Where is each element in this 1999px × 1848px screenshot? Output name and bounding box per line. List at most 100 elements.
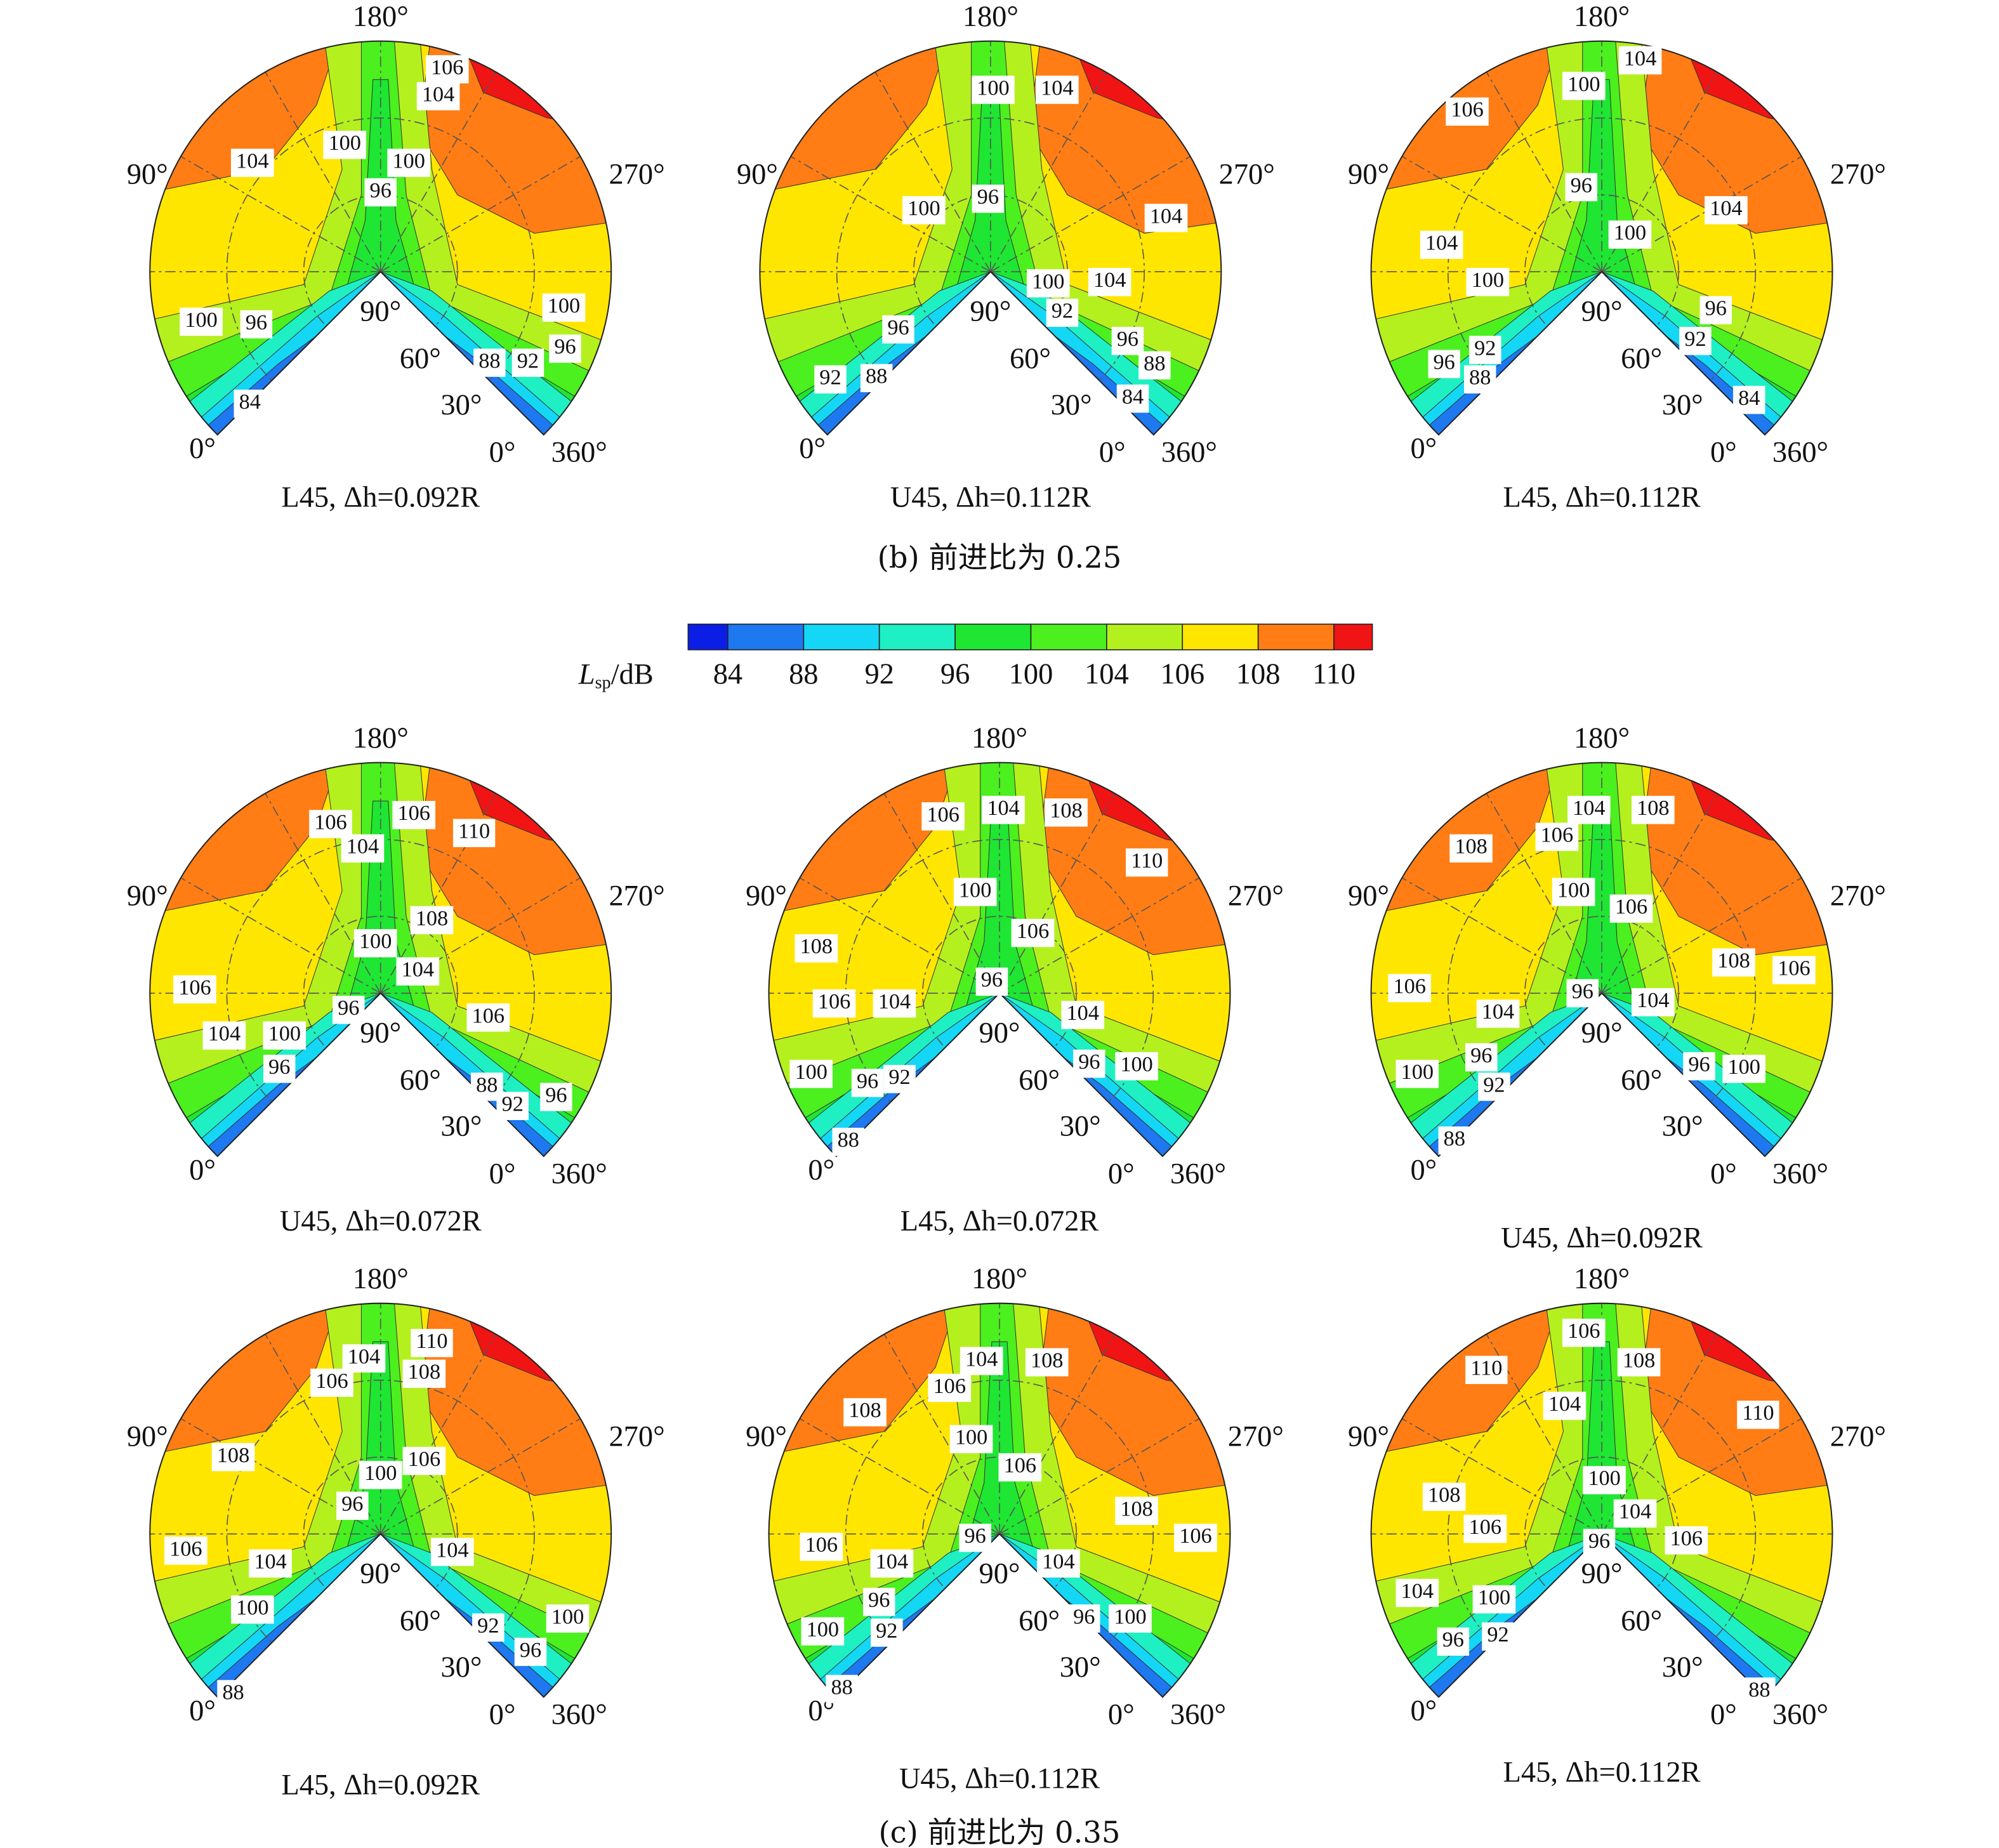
contour-label: 100 [1557, 878, 1590, 902]
grid-line [1601, 1333, 1718, 1534]
angle-label: 270° [1830, 880, 1886, 912]
contour-label: 96 [1442, 1628, 1464, 1652]
contour-label: 100 [328, 131, 360, 155]
contour-label-box [953, 878, 997, 906]
grid-line [180, 877, 381, 994]
contour-label: 100 [268, 1022, 301, 1046]
contour-label-box [851, 1069, 884, 1097]
contour-label-box [1535, 822, 1579, 851]
grid-line [1601, 877, 1802, 994]
contour-label-box [1115, 1496, 1158, 1526]
contour-label: 88 [1748, 1677, 1770, 1701]
contour-label-box [230, 148, 274, 177]
grid-line [799, 877, 1000, 994]
contour-label-box [1068, 1604, 1100, 1633]
grid-line [883, 793, 1000, 994]
contour-label-box [1705, 196, 1748, 225]
contour-label-box [1463, 365, 1496, 394]
contour-label: 92 [1052, 299, 1073, 323]
contour-label-box [249, 1549, 292, 1578]
plot-outline [1370, 762, 1833, 1158]
contour-label-box [546, 1604, 590, 1633]
contour-label-box [234, 389, 266, 418]
contour-label-box [1465, 1043, 1498, 1072]
contour-label-box [323, 131, 366, 159]
contour-label-box [1737, 1401, 1779, 1429]
contour-label-box [1482, 1622, 1514, 1651]
contour-label-box [1543, 1392, 1587, 1420]
contour-label: 110 [416, 1329, 447, 1353]
angle-label: 30° [1060, 1651, 1101, 1684]
contour-label-box [496, 1092, 529, 1120]
grid-line [1601, 793, 1718, 994]
grid-line [799, 1418, 1000, 1534]
contour-label: 108 [416, 906, 448, 930]
plot-outline [1370, 1302, 1833, 1698]
contour-label: 106 [1778, 956, 1810, 980]
contour-label: 110 [1470, 1356, 1502, 1380]
contour-label: 104 [1619, 1500, 1651, 1524]
angle-label: 30° [1662, 389, 1703, 421]
grid-line [990, 155, 1191, 272]
contour-label-box [1036, 76, 1079, 104]
contour-label: 100 [236, 1595, 268, 1620]
contour-label: 108 [1050, 798, 1082, 822]
contour-label: 106 [178, 975, 211, 1000]
colorbar-segment [1182, 623, 1259, 650]
colorbar-tick-label: 92 [864, 658, 894, 690]
contour-label: 92 [1684, 327, 1706, 351]
contour-label-box [1583, 1466, 1626, 1495]
angle-label: 0° [189, 433, 216, 465]
contour-label: 104 [348, 1344, 380, 1368]
angle-label: 180° [353, 1263, 409, 1295]
contour-label: 96 [1588, 1529, 1610, 1553]
contour-label-box [789, 1060, 833, 1088]
contour-label-box [1073, 1049, 1105, 1078]
contour-label-box [1138, 351, 1171, 380]
contour-label-box [1174, 1524, 1217, 1552]
contour-label: 106 [1469, 1515, 1501, 1539]
contour-label: 110 [1131, 848, 1163, 873]
contour-label-box [332, 996, 365, 1024]
contour-label: 92 [477, 1613, 499, 1637]
contour-label: 106 [169, 1536, 202, 1561]
plot-outline [149, 762, 612, 1158]
contour-label: 92 [517, 348, 539, 373]
grid-line [999, 877, 1200, 994]
contour-label-box [1438, 1126, 1471, 1155]
angle-label: 0° [1410, 1154, 1437, 1186]
angle-label: 0° [1710, 1158, 1737, 1190]
panel-caption: L45, Δh=0.092R [281, 481, 480, 513]
colorbar-segment [1106, 623, 1184, 650]
contour-label-box [1422, 1482, 1466, 1511]
contour-label-box [473, 348, 506, 377]
contour-label-box [310, 1368, 353, 1397]
contour-label: 108 [408, 1360, 440, 1384]
angle-label: 0° [1108, 1158, 1135, 1190]
angle-label: 90° [127, 880, 168, 912]
contour-label-box [514, 1637, 547, 1666]
contour-label: 104 [1624, 46, 1656, 70]
contour-label: 104 [876, 1549, 908, 1573]
contour-label-box [416, 82, 460, 110]
contour-label: 96 [1571, 173, 1592, 197]
grid-line [380, 1333, 497, 1534]
contour-label: 104 [1042, 1549, 1074, 1573]
contour-label-box [832, 1128, 864, 1156]
contour-label: 104 [965, 1347, 998, 1371]
plot-outline [1370, 40, 1833, 436]
contour-label-box [959, 1524, 991, 1552]
contour-label-box [972, 184, 1005, 213]
contour-label: 92 [876, 1619, 897, 1643]
angle-label: 60° [1019, 1605, 1060, 1637]
panel-caption: L45, Δh=0.092R [281, 1769, 480, 1802]
angle-label: 360° [1161, 437, 1217, 469]
contour-label: 110 [458, 819, 490, 843]
contour-label-box [1567, 796, 1611, 824]
angle-label: 60° [1019, 1064, 1060, 1097]
grid-line [1601, 1418, 1802, 1534]
contour-label-box [1061, 1001, 1105, 1029]
contour-label: 108 [1120, 1497, 1152, 1521]
contour-label-box [902, 196, 946, 225]
contour-label-box [1608, 220, 1652, 249]
